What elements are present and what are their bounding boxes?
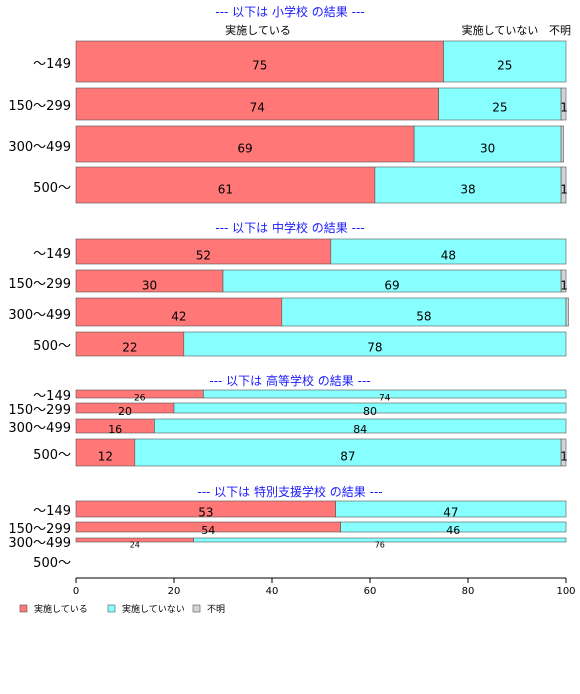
column-header-unknown: 不明: [549, 24, 571, 37]
legend-label-unknown: 不明: [207, 604, 225, 615]
data-label-not-done: 78: [367, 341, 382, 355]
bar-segment-not-done: [134, 438, 562, 467]
bar-segment-done: [75, 87, 439, 121]
category-label: 500～: [33, 339, 71, 354]
data-label-not-done: 84: [353, 423, 367, 436]
data-label-not-done: 80: [363, 405, 377, 418]
category-label: ～149: [33, 247, 71, 262]
category-label: ～149: [33, 57, 71, 72]
data-label-unknown: 1: [560, 101, 568, 115]
data-label-done: 54: [201, 524, 215, 537]
bar-segment-done: [75, 297, 283, 327]
bar-segment-done: [75, 238, 332, 265]
bar-segment-done: [75, 438, 136, 467]
category-label: 150～299: [8, 403, 71, 418]
data-label-done: 26: [134, 394, 146, 404]
column-header-done: 実施している: [225, 23, 291, 37]
panel-title-4: --- 以下は 特別支援学校 の結果 ---: [197, 484, 382, 499]
bar-segment-not-done: [438, 87, 562, 121]
data-label-done: 24: [130, 541, 140, 550]
bar-segment-not-done: [330, 238, 567, 265]
data-label-unknown: 1: [560, 279, 568, 293]
data-label-done: 69: [237, 142, 252, 156]
data-label-done: 42: [171, 310, 186, 324]
data-label-done: 52: [196, 249, 211, 263]
bar-segment-not-done: [340, 521, 567, 533]
data-label-not-done: 58: [416, 310, 431, 324]
category-label: 500～: [33, 556, 71, 571]
data-label-not-done: 25: [497, 59, 512, 73]
legend-swatch-done: [19, 604, 28, 613]
bar-segment-done: [75, 125, 415, 163]
legend-swatch-not-done: [107, 604, 116, 613]
bar-segment-unknown: [560, 166, 567, 204]
x-tick-label: 40: [266, 586, 279, 597]
data-label-unknown: 1: [560, 450, 568, 464]
panel-title-1: --- 以下は 小学校 の結果 ---: [215, 4, 364, 19]
x-tick-label: 80: [462, 586, 475, 597]
data-label-not-done: 48: [441, 249, 456, 263]
data-label-not-done: 87: [340, 450, 355, 464]
bar-segment-not-done: [335, 500, 567, 518]
category-label: 500～: [33, 181, 71, 196]
data-label-done: 16: [108, 423, 122, 436]
data-label-not-done: 38: [460, 183, 475, 197]
data-label-done: 61: [218, 183, 233, 197]
category-label: 300～499: [8, 421, 71, 436]
category-label: ～149: [33, 504, 71, 519]
data-label-done: 53: [198, 506, 213, 520]
bar-segment-unknown: [565, 297, 569, 327]
bar-segment-not-done: [154, 418, 567, 434]
bar-segment-unknown: [560, 269, 567, 293]
bar-segment-unknown: [560, 438, 567, 467]
data-label-done: 22: [122, 341, 137, 355]
x-tick-label: 20: [168, 586, 181, 597]
legend-label-done: 実施している: [34, 603, 88, 615]
bar-segment-unknown: [560, 125, 564, 163]
data-label-not-done: 76: [375, 541, 385, 550]
bar-segment-not-done: [203, 389, 567, 399]
x-tick-label: 100: [556, 586, 575, 597]
bar-segment-not-done: [374, 166, 562, 204]
data-label-not-done: 47: [443, 506, 458, 520]
data-label-done: 75: [252, 59, 267, 73]
bar-segment-unknown: [560, 87, 567, 121]
bar-segment-not-done: [413, 125, 562, 163]
legend-swatch-unknown: [192, 604, 201, 613]
x-tick-label: 60: [364, 586, 377, 597]
data-label-unknown: 1: [560, 183, 568, 197]
panel-title-2: --- 以下は 中学校 の結果 ---: [215, 220, 364, 235]
legend-label-not-done: 実施していない: [122, 603, 185, 615]
data-label-not-done: 74: [379, 394, 391, 404]
category-label: 150～299: [8, 522, 71, 537]
category-label: 300～499: [8, 140, 71, 155]
bar-segment-not-done: [183, 331, 567, 357]
data-label-not-done: 25: [492, 101, 507, 115]
x-tick-label: 0: [73, 586, 79, 597]
data-label-done: 74: [250, 101, 265, 115]
data-label-not-done: 69: [384, 279, 399, 293]
bar-segment-done: [75, 40, 444, 83]
bar-segment-done: [75, 166, 376, 204]
data-label-done: 30: [142, 279, 157, 293]
bar-segment-not-done: [281, 297, 567, 327]
category-label: 300～499: [8, 536, 71, 551]
data-label-not-done: 46: [446, 524, 460, 537]
bar-segment-not-done: [193, 537, 567, 543]
category-label: 150～299: [8, 99, 71, 114]
bar-segment-not-done: [173, 402, 567, 414]
category-label: 300～499: [8, 308, 71, 323]
panel-title-3: --- 以下は 高等学校 の結果 ---: [209, 373, 370, 388]
data-label-done: 20: [118, 405, 132, 418]
data-label-done: 12: [98, 450, 113, 464]
category-label: 500～: [33, 448, 71, 463]
category-label: ～149: [33, 389, 71, 404]
bar-segment-done: [75, 331, 185, 357]
data-label-not-done: 30: [480, 142, 495, 156]
bar-segment-not-done: [443, 40, 567, 83]
column-header-not-done: 実施していない: [462, 23, 539, 37]
category-label: 150～299: [8, 277, 71, 292]
